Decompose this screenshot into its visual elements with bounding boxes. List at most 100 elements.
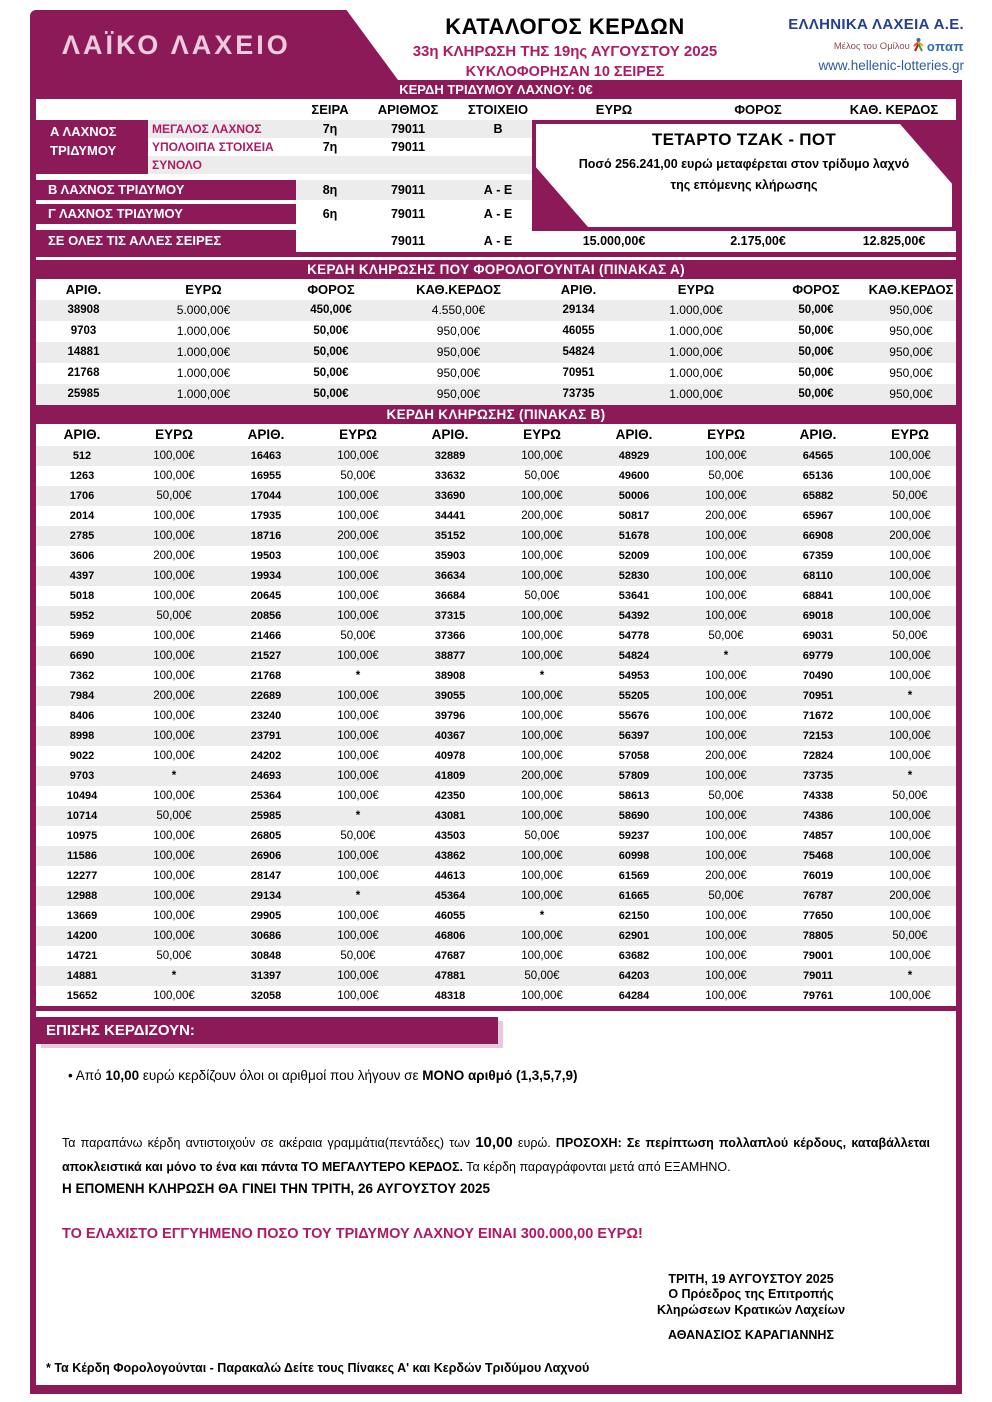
column-header: ΑΡΙΘ. <box>65 282 102 297</box>
winning-number: 14881 <box>66 970 98 982</box>
signature-line: Ο Πρόεδρος της Επιτροπής <box>668 1287 834 1302</box>
a-row-element <box>452 138 544 156</box>
prize-amount: 50,00€ <box>156 490 192 502</box>
prize-amount: 50,00€ <box>340 830 376 842</box>
prize-amount: 100,00€ <box>153 710 195 722</box>
prize-amount: 100,00€ <box>889 470 931 482</box>
prize-amount: 200,00€ <box>153 690 195 702</box>
also-win-bullet: • Από 10,00 ευρώ κερδίζουν όλοι οι αριθμ… <box>68 1068 578 1083</box>
prize-amount: 100,00€ <box>705 930 747 942</box>
prize-amount: 100,00€ <box>705 670 747 682</box>
table-row: 11586 100,00€ 26906 100,00€ 43862 100,00€ 6099… <box>36 846 956 866</box>
winning-number: 79001 <box>802 950 834 962</box>
taxed-asterisk: * <box>907 690 913 702</box>
col-net: ΚΑΘ. ΚΕΡΔΟΣ <box>849 102 939 117</box>
g-prize-label: Γ ΛΑΧΝΟΣ ΤΡΙΔΥΜΟΥ <box>36 204 296 224</box>
winning-number: 9703 <box>69 770 95 782</box>
notes-paragraph: Τα παραπάνω κέρδη αντιστοιχούν σε ακέραι… <box>62 1134 931 1174</box>
prize-amount: 100,00€ <box>705 690 747 702</box>
prize-amount: 50,00€ <box>524 830 560 842</box>
winning-number: 53641 <box>618 590 650 602</box>
prize-amount: 100,00€ <box>337 930 379 942</box>
winning-number: 70951 <box>802 690 834 702</box>
winning-number: 33690 <box>434 490 466 502</box>
prize-amount: 100,00€ <box>521 550 563 562</box>
table-row: 5952 50,00€ 20856 100,00€ 37315 100,00€ 54392 1… <box>36 606 956 626</box>
prize-amount: 100,00€ <box>889 710 931 722</box>
winning-number: 44613 <box>434 870 466 882</box>
table-b-title: ΚΕΡΔΗ ΚΛΗΡΩΣΗΣ (ΠΙΝΑΚΑΣ Β) <box>36 405 956 424</box>
jackpot-box: ΤΕΤΑΡΤΟ ΤΖΑΚ - ΠΟΤ Ποσό 256.241,00 ευρώ … <box>532 120 956 231</box>
taxed-asterisk: * <box>171 770 177 782</box>
table-row: 8998 100,00€ 23791 100,00€ 40367 100,00€ 56397… <box>36 726 956 746</box>
prize-amount: 100,00€ <box>521 950 563 962</box>
website-link[interactable]: www.hellenic-lotteries.gr <box>818 58 964 73</box>
winning-number: 12277 <box>66 870 98 882</box>
winning-number: 52009 <box>618 550 650 562</box>
signature-line: Κληρώσεων Κρατικών Λαχείων <box>656 1302 846 1317</box>
winning-number: 73735 <box>562 388 595 400</box>
winning-number: 2785 <box>69 530 95 542</box>
table-row: 4397 100,00€ 19934 100,00€ 36634 100,00€ 52830… <box>36 566 956 586</box>
company-name: ΕΛΛΗΝΙΚΑ ΛΑΧΕΙΑ Α.Ε. <box>788 16 964 33</box>
col-arithmos: ΑΡΙΘΜΟΣ <box>377 102 439 117</box>
prize-amount: 100,00€ <box>337 850 379 862</box>
winning-number: 17044 <box>250 490 282 502</box>
winning-number: 19934 <box>250 570 282 582</box>
winning-number: 68110 <box>803 570 833 582</box>
prize-amount: 100,00€ <box>705 850 747 862</box>
prize-amount: 100,00€ <box>153 450 195 462</box>
prize-amount: 100,00€ <box>153 910 195 922</box>
prize-amount: 100,00€ <box>705 610 747 622</box>
prize-amount: 50,00€ <box>340 630 376 642</box>
prize-amount: 100,00€ <box>889 750 931 762</box>
prize-amount: 100,00€ <box>153 870 195 882</box>
prize-amount: 100,00€ <box>705 770 747 782</box>
col-euro: ΕΥΡΩ <box>595 102 633 117</box>
table-row: 38908 5.000,00€ 450,00€ 4.550,00€ 29134 1.000… <box>36 300 956 321</box>
prize-amount: 50,00€ <box>156 610 192 622</box>
prize-amount: 100,00€ <box>889 450 931 462</box>
winning-number: 41809 <box>434 770 466 782</box>
prize-amount: 50,00€ <box>524 470 560 482</box>
winning-number: 58613 <box>618 790 650 802</box>
prize-amount: 100,00€ <box>705 950 747 962</box>
prize-amount: 100,00€ <box>889 810 931 822</box>
table-row: 9703 1.000,00€ 50,00€ 950,00€ 46055 1.000,00€… <box>36 321 956 342</box>
table-row: 7984 200,00€ 22689 100,00€ 39055 100,00€ 55205… <box>36 686 956 706</box>
winning-number: 38908 <box>67 304 100 316</box>
prize-amount: 50,00€ <box>708 470 744 482</box>
winning-number: 50,00€ <box>313 388 349 400</box>
prize-amount: 50,00€ <box>892 490 928 502</box>
winning-number: 7362 <box>69 670 95 682</box>
all-series-row: ΣΕ ΟΛΕΣ ΤΙΣ ΑΛΛΕΣ ΣΕΙΡΕΣ 79011 Α - Ε 15.… <box>36 230 956 252</box>
column-header: ΕΥΡΩ <box>523 427 561 442</box>
prize-amount: 200,00€ <box>705 510 747 522</box>
prize-amount: 50,00€ <box>156 810 192 822</box>
winning-number: 18716 <box>250 530 282 542</box>
a-row-name: ΜΕΓΑΛΟΣ ΛΑΧΝΟΣ <box>148 120 296 138</box>
table-row: 5018 100,00€ 20645 100,00€ 36684 50,00€ 53641 1… <box>36 586 956 606</box>
taxed-asterisk: * <box>907 970 913 982</box>
winning-number: 65136 <box>802 470 834 482</box>
winning-number: 23240 <box>250 710 282 722</box>
winning-number: 14881 <box>67 346 100 358</box>
table-row: 14881 * 31397 100,00€ 47881 50,00€ 64203 100,00… <box>36 966 956 986</box>
prize-amount: 200,00€ <box>337 530 379 542</box>
winning-number: 9022 <box>69 750 95 762</box>
winning-number: 48318 <box>434 990 466 1002</box>
prize-amount: 100,00€ <box>153 930 195 942</box>
prize-amount: 100,00€ <box>705 550 747 562</box>
table-row: 10494 100,00€ 25364 100,00€ 42350 100,00€ 5861… <box>36 786 956 806</box>
prize-amount: 50,00€ <box>708 890 744 902</box>
winning-number: 48929 <box>618 450 650 462</box>
winning-number: 37315 <box>434 610 466 622</box>
table-a-title: ΚΕΡΔΗ ΚΛΗΡΩΣΗΣ ΠΟΥ ΦΟΡΟΛΟΓΟΥΝΤΑΙ (ΠΙΝΑΚΑ… <box>36 260 956 279</box>
triplet-table-header: ΣΕΙΡΑ ΑΡΙΘΜΟΣ ΣΤΟΙΧΕΙΟ ΕΥΡΩ ΦΟΡΟΣ ΚΑΘ. Κ… <box>36 99 956 120</box>
a-row-number: 79011 <box>364 120 452 138</box>
winning-number: 55676 <box>618 710 650 722</box>
prize-amount: 100,00€ <box>337 730 379 742</box>
prize-amount: 100,00€ <box>521 690 563 702</box>
taxed-asterisk: * <box>723 650 729 662</box>
winning-number: 10494 <box>66 790 98 802</box>
